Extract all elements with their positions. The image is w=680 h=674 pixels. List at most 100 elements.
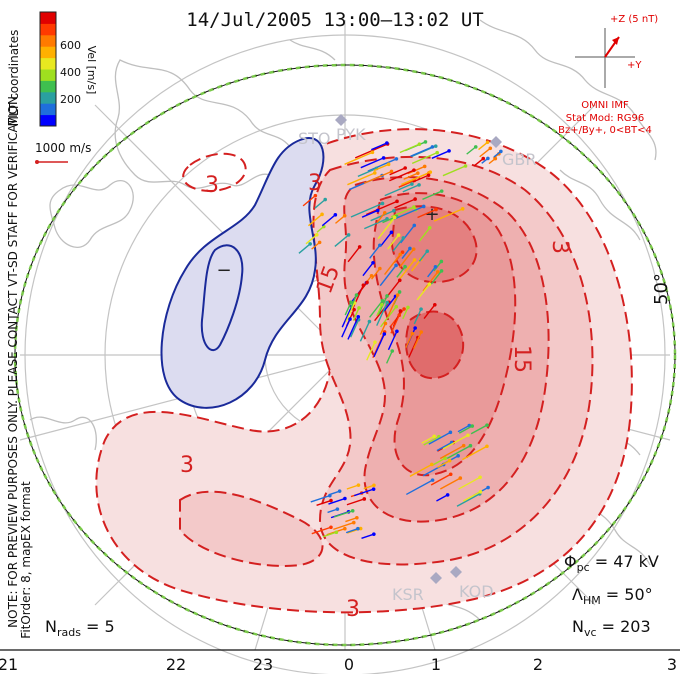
colorbar-segment <box>40 23 56 36</box>
latitude-label: 50° <box>651 273 672 305</box>
velocity-vector <box>439 445 465 460</box>
velocity-vector <box>442 165 466 177</box>
velocity-vector-origin <box>493 156 498 161</box>
velocity-vector-origin <box>413 197 417 201</box>
velocity-vector-origin <box>385 294 389 298</box>
velocity-vector-origin <box>400 250 405 254</box>
velocity-vector <box>401 247 411 259</box>
velocity-vector <box>432 457 446 466</box>
velocity-vector <box>346 498 365 506</box>
velocity-vector-origin <box>470 424 475 428</box>
velocity-vector-origin <box>433 265 438 269</box>
contour-label: 15 <box>509 345 534 373</box>
velocity-vector <box>335 215 346 224</box>
velocity-vector <box>379 323 387 336</box>
velocity-vector <box>392 205 424 221</box>
fitorder-note: FitOrder: 8, mapEX format <box>19 481 33 639</box>
velocity-vector-origin <box>448 472 453 477</box>
velocity-vector <box>394 198 416 209</box>
velocity-vector <box>298 243 311 254</box>
velocity-vector <box>384 253 401 275</box>
velocity-vector-origin <box>354 293 359 297</box>
velocity-vector-origin <box>485 423 489 427</box>
velocity-vector <box>310 494 331 503</box>
velocity-vector <box>416 283 430 301</box>
colorbar-segment <box>40 34 56 47</box>
velocity-vector <box>422 190 442 201</box>
velocity-vector <box>373 163 389 172</box>
velocity-vector <box>353 488 374 497</box>
velocity-vector <box>396 266 406 278</box>
velocity-vector-origin <box>392 208 396 213</box>
velocity-vector <box>400 224 415 244</box>
velocity-vector <box>390 314 400 334</box>
plot-title: 14/Jul/2005 13:00–13:02 UT <box>186 9 483 31</box>
velocity-vector <box>364 218 388 230</box>
velocity-vector <box>462 445 488 461</box>
velocity-vector <box>344 301 352 316</box>
mlt-tick: 1 <box>431 655 441 674</box>
velocity-vector <box>344 151 373 165</box>
velocity-vector <box>446 445 471 460</box>
velocity-vector-origin <box>421 204 426 209</box>
velocity-vector-origin <box>499 149 503 154</box>
velocity-vector-origin <box>357 306 361 310</box>
velocity-vector <box>376 304 383 317</box>
negative-cell-inner <box>200 244 244 352</box>
velocity-vector <box>362 262 374 277</box>
velocity-vector <box>462 491 481 502</box>
velocity-vector <box>352 307 360 321</box>
velocity-vector <box>412 174 429 183</box>
velocity-vector <box>442 434 469 450</box>
velocity-vector <box>377 217 396 240</box>
radar-site-icon <box>450 566 462 578</box>
velocity-vector <box>413 331 422 349</box>
velocity-vector-origin <box>428 170 433 174</box>
velocity-vector-origin <box>429 462 434 467</box>
velocity-vector-origin <box>406 305 410 310</box>
velocity-vector-origin <box>356 483 361 487</box>
velocity-vector <box>380 306 397 328</box>
velocity-vector-origin <box>357 245 362 249</box>
mlt-tick: 22 <box>166 655 186 674</box>
velocity-vector <box>385 350 393 364</box>
potential-max-marker: + <box>424 204 439 225</box>
velocity-vector <box>302 195 316 207</box>
velocity-vector-origin <box>315 232 319 237</box>
contour-label: 3 <box>308 171 322 196</box>
velocity-vector-origin <box>323 197 328 202</box>
velocity-vector-origin <box>381 156 386 160</box>
velocity-vector <box>365 200 398 216</box>
velocity-vectors <box>298 140 503 539</box>
velocity-vector-origin <box>394 304 399 309</box>
velocity-vector-origin <box>335 507 340 511</box>
velocity-vector-origin <box>342 213 347 218</box>
velocity-vector-origin <box>358 526 363 531</box>
velocity-vector <box>398 179 415 188</box>
velocity-vector <box>421 435 435 444</box>
velocity-vector <box>334 234 350 247</box>
colorbar-segment <box>40 91 56 104</box>
velocity-vector-origin <box>329 525 333 530</box>
velocity-vector <box>357 167 377 178</box>
colorbar-segment <box>40 103 56 116</box>
velocity-vector-origin <box>485 140 490 145</box>
velocity-vector-origin <box>320 212 324 217</box>
velocity-vector <box>376 212 386 223</box>
velocity-vector <box>478 141 489 151</box>
velocity-vector-origin <box>445 493 450 497</box>
velocity-vector-origin <box>350 508 355 513</box>
velocity-vector <box>458 425 473 434</box>
velocity-vector-origin <box>473 145 478 149</box>
velocity-vector-origin <box>329 498 333 503</box>
velocity-vector-origin <box>419 330 424 334</box>
velocity-vector-origin <box>349 300 353 304</box>
velocity-vector <box>407 165 425 175</box>
velocity-vector <box>311 526 332 535</box>
velocity-vector <box>345 302 356 322</box>
velocity-vector-origin <box>456 454 460 458</box>
velocity-vector <box>361 533 375 539</box>
velocity-vector <box>347 246 361 263</box>
velocity-vector-origin <box>436 270 440 274</box>
velocity-vector <box>387 294 399 317</box>
